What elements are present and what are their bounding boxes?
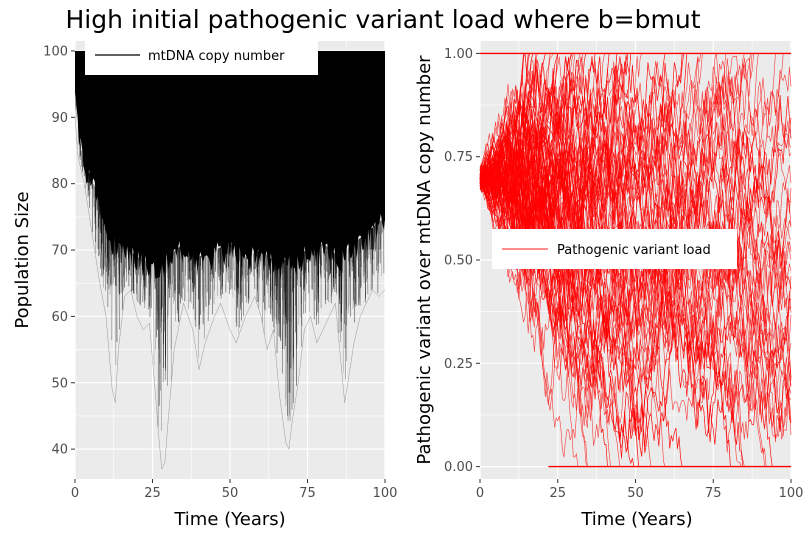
copy-number-y-axis-label: Population Size — [12, 191, 33, 328]
variant-load-tick-label-y: 0.75 — [444, 150, 473, 165]
copy-number-tick-label-y: 40 — [51, 443, 68, 458]
copy-number-legend: mtDNA copy number — [85, 40, 318, 75]
copy-number-tick-label-y: 80 — [51, 177, 68, 192]
copy-number-tick-label-x: 100 — [373, 486, 398, 501]
copy-number-tick-label-x: 25 — [144, 486, 161, 501]
variant-load-tick-label-y: 0.00 — [444, 460, 473, 475]
variant-load-legend: Pathogenic variant load — [492, 229, 737, 269]
variant-load-tick-label-y: 1.00 — [444, 47, 473, 62]
variant-load-tick-label-x: 50 — [627, 486, 644, 501]
variant-load-tick-label-y: 0.25 — [444, 357, 473, 372]
variant-load-legend-label: Pathogenic variant load — [557, 243, 711, 258]
copy-number-tick-label-y: 60 — [51, 310, 68, 325]
variant-load-tick-label-x: 25 — [549, 486, 566, 501]
copy-number-tick-label-y: 50 — [51, 376, 68, 391]
variant-load-tick-label-y: 0.50 — [444, 254, 473, 269]
copy-number-legend-label: mtDNA copy number — [148, 49, 285, 64]
variant-load-y-axis-label: Pathogenic variant over mtDNA copy numbe… — [414, 55, 435, 465]
copy-number-tick-label-x: 0 — [71, 486, 79, 501]
copy-number-tick-label-y: 100 — [43, 44, 68, 59]
copy-number-tick-label-x: 75 — [299, 486, 316, 501]
variant-load-tick-label-x: 100 — [779, 486, 804, 501]
copy-number-panel: 0 25 50 75 100 40 50 60 70 80 90 100 Population Siz… — [12, 40, 397, 530]
copy-number-tick-label-y: 70 — [51, 244, 68, 259]
copy-number-tick-label-x: 50 — [222, 486, 239, 501]
copy-number-x-axis-label: Time (Years) — [173, 509, 285, 530]
copy-number-tick-label-y: 90 — [51, 111, 68, 126]
figure-title: High initial pathogenic variant load whe… — [65, 5, 700, 34]
variant-load-x-axis-label: Time (Years) — [580, 509, 692, 530]
variant-load-panel: 0 25 50 75 100 0.00 0.25 0.50 0.75 1.00 Pathogeni… — [414, 41, 803, 530]
variant-load-tick-label-x: 0 — [476, 486, 484, 501]
variant-load-tick-label-x: 75 — [705, 486, 722, 501]
